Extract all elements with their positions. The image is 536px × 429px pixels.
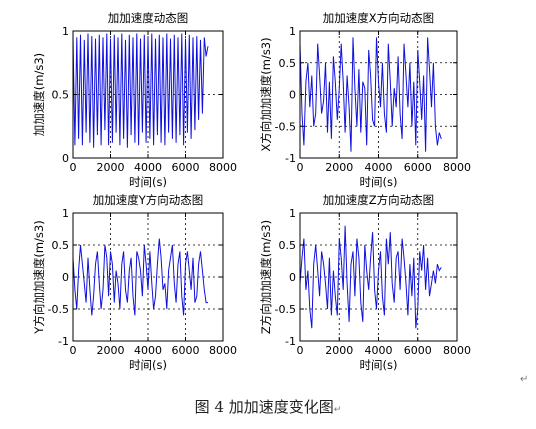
y-tick-label: -0.5: [48, 303, 69, 316]
x-tick-label: 0: [297, 344, 304, 357]
x-tick-label: 6000: [172, 344, 200, 357]
x-axis-label: 时间(s): [129, 358, 167, 372]
series-line: [72, 33, 209, 148]
x-tick-label: 8000: [209, 344, 237, 357]
y-tick-label: 1: [62, 207, 69, 220]
series-line: [299, 225, 442, 329]
paragraph-mark-icon: ↵: [333, 405, 342, 415]
figure-caption: 图 4 加加速度变化图↵: [0, 396, 536, 417]
y-tick-label: 0: [289, 271, 296, 284]
y-tick-label: -1: [285, 152, 296, 165]
x-tick-label: 2000: [325, 161, 353, 174]
x-tick-label: 4000: [365, 344, 393, 357]
x-axis-label: 时间(s): [129, 175, 167, 189]
series-line: [299, 37, 442, 152]
x-tick-label: 2000: [325, 344, 353, 357]
figure-canvas: 0 2000 4000 6000 800000.51加加速度动态图时间(s)加加速度(m…: [32, 11, 471, 372]
x-tick-label: 0: [70, 344, 77, 357]
y-tick-label: 0.5: [52, 89, 70, 102]
y-axis-label: X方向加加速度(m/s3): [259, 37, 273, 151]
x-tick-label: 4000: [134, 344, 162, 357]
x-tick-label: 6000: [172, 161, 200, 174]
subplot-title: 加加速度Z方向动态图: [323, 193, 434, 207]
subplot-title: 加加速度Y方向动态图: [93, 193, 204, 207]
y-tick-label: 1: [289, 25, 296, 38]
x-tick-label: 8000: [209, 161, 237, 174]
x-tick-label: 4000: [134, 161, 162, 174]
series-line: [72, 238, 208, 316]
x-tick-label: 2000: [97, 344, 125, 357]
subplot-3: 0 2000 4000 6000 8000 -1 -0.5 0 0.5 1 加加速度Y方向动态图时间…: [32, 193, 237, 372]
subplot-title: 加加速度动态图: [108, 11, 189, 25]
y-tick-label: 1: [62, 25, 69, 38]
y-tick-label: 0.5: [52, 239, 70, 252]
paragraph-mark-icon: ↵: [520, 374, 529, 385]
y-tick-label: -0.5: [275, 303, 296, 316]
subplot-2: 0 2000 4000 6000 8000 -1 -0.5 0 0.5 1 加加速度X方向动态图时间…: [259, 11, 471, 189]
y-tick-label: 0: [62, 152, 69, 165]
x-tick-label: 8000: [443, 161, 471, 174]
x-tick-label: 0: [297, 161, 304, 174]
x-axis-label: 时间(s): [360, 175, 398, 189]
y-tick-label: -0.5: [275, 120, 296, 133]
y-axis-label: Z方向加加速度(m/s3): [259, 220, 273, 334]
y-tick-label: 0: [62, 271, 69, 284]
y-axis-label: Y方向加加速度(m/s3): [32, 220, 46, 334]
x-tick-label: 2000: [97, 161, 125, 174]
x-tick-label: 6000: [404, 344, 432, 357]
y-tick-label: 0: [289, 89, 296, 102]
x-tick-label: 6000: [404, 161, 432, 174]
y-tick-label: 0.5: [279, 57, 297, 70]
y-tick-label: 0.5: [279, 239, 297, 252]
y-tick-label: -1: [285, 335, 296, 348]
y-tick-label: -1: [58, 335, 69, 348]
subplot-4: 0 2000 4000 6000 8000 -1 -0.5 0 0.5 1 加加速度Z方向动态图时间…: [259, 193, 471, 372]
x-tick-label: 0: [70, 161, 77, 174]
y-axis-label: 加加速度(m/s3): [32, 53, 46, 136]
subplot-title: 加加速度X方向动态图: [323, 11, 434, 25]
x-tick-label: 8000: [443, 344, 471, 357]
y-tick-label: 1: [289, 207, 296, 220]
x-tick-label: 4000: [365, 161, 393, 174]
caption-text: 图 4 加加速度变化图: [194, 398, 334, 416]
x-axis-label: 时间(s): [360, 358, 398, 372]
